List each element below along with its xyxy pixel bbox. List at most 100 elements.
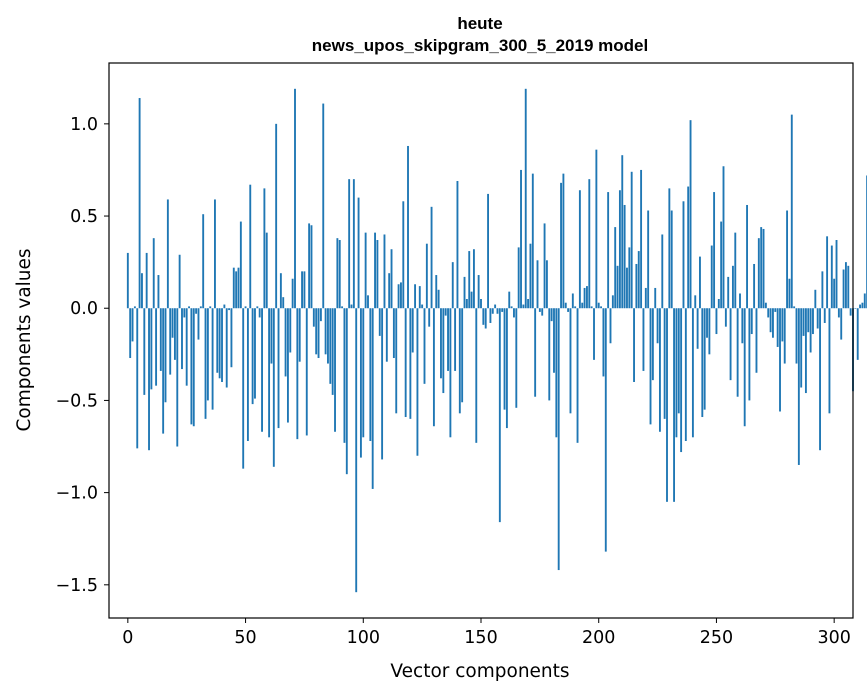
bar-52 [249,184,252,309]
bar-223 [651,308,654,381]
bar-241 [694,295,697,309]
bar-175 [538,308,541,312]
bar-287 [802,308,805,336]
bar-55 [256,306,259,309]
bar-62 [272,308,275,467]
bar-303 [840,308,843,340]
bar-213 [628,247,631,309]
bar-184 [560,182,562,309]
bar-91 [341,306,344,309]
bar-222 [649,308,652,425]
bar-155 [491,308,494,314]
bar-273 [769,308,772,333]
bar-302 [837,308,840,318]
bar-84 [324,308,327,355]
bar-37 [214,199,216,309]
bar-35 [209,306,212,309]
bar-205 [609,308,612,344]
bar-23 [181,308,183,370]
bar-238 [687,186,690,309]
bar-305 [844,262,847,309]
bar-257 [731,265,734,309]
bar-12 [155,308,158,386]
bar-130 [432,308,435,427]
x-tick-label: 150 [464,628,497,648]
bar-43 [228,308,231,311]
bar-210 [621,155,624,309]
bar-206 [611,295,614,309]
bar-36 [211,308,214,410]
bar-226 [658,308,661,432]
bar-182 [555,308,558,438]
bar-82 [319,308,322,322]
bar-30 [197,308,200,340]
bar-310 [856,308,859,360]
bar-76 [305,308,308,436]
y-axis-ticks: −1.5 −1.0 −0.5 0.0 0.5 1.0 [56,115,109,596]
bar-158 [498,308,501,523]
bar-191 [576,308,579,443]
bar-10 [150,308,153,390]
bar-244 [701,308,704,418]
bar-278 [781,308,784,342]
bar-218 [640,169,643,309]
bar-304 [842,269,845,309]
bar-129 [430,206,433,309]
bar-280 [786,210,789,309]
bar-85 [327,308,329,364]
bar-167 [520,169,522,309]
bar-64 [277,308,280,429]
chart-subtitle: news_upos_skipgram_300_5_2019 model [312,36,648,55]
bar-212 [626,267,628,309]
bar-285 [797,308,800,465]
bar-38 [216,308,219,373]
bar-140 [456,181,459,309]
bar-5 [138,98,141,309]
bar-243 [699,256,701,309]
bar-59 [265,232,268,309]
bar-109 [383,234,386,309]
bar-301 [835,240,838,309]
bar-150 [480,299,482,309]
bar-28 [192,308,195,427]
bar-291 [812,308,814,335]
bar-300 [833,278,836,309]
bar-25 [185,308,188,386]
bar-89 [336,238,339,309]
bar-4 [136,308,139,449]
bar-57 [261,308,263,432]
bar-66 [282,297,285,309]
bar-46 [235,271,238,309]
bar-209 [618,190,621,309]
bar-115 [397,284,400,309]
bar-154 [489,308,492,323]
bar-18 [169,308,172,375]
bar-159 [501,308,504,312]
bar-254 [724,308,727,327]
bar-88 [334,308,336,432]
bar-294 [819,308,821,451]
bar-0 [126,252,129,309]
bar-113 [392,308,395,359]
bar-15 [162,308,165,434]
bar-117 [402,201,405,309]
bar-188 [569,308,572,414]
bar-7 [143,308,146,395]
x-tick-label: 300 [817,628,850,648]
bar-286 [800,308,803,388]
x-tick-label: 250 [700,628,733,648]
bar-201 [600,306,603,309]
bar-93 [345,308,348,475]
bar-193 [581,302,584,309]
bar-276 [776,308,779,347]
bar-78 [310,225,313,309]
bar-29 [195,308,198,314]
bar-120 [409,308,412,419]
bar-253 [722,166,725,309]
bar-195 [586,286,588,309]
bar-21 [176,308,179,447]
bar-119 [407,145,409,309]
bar-39 [218,308,221,379]
x-tick-label: 200 [582,628,615,648]
